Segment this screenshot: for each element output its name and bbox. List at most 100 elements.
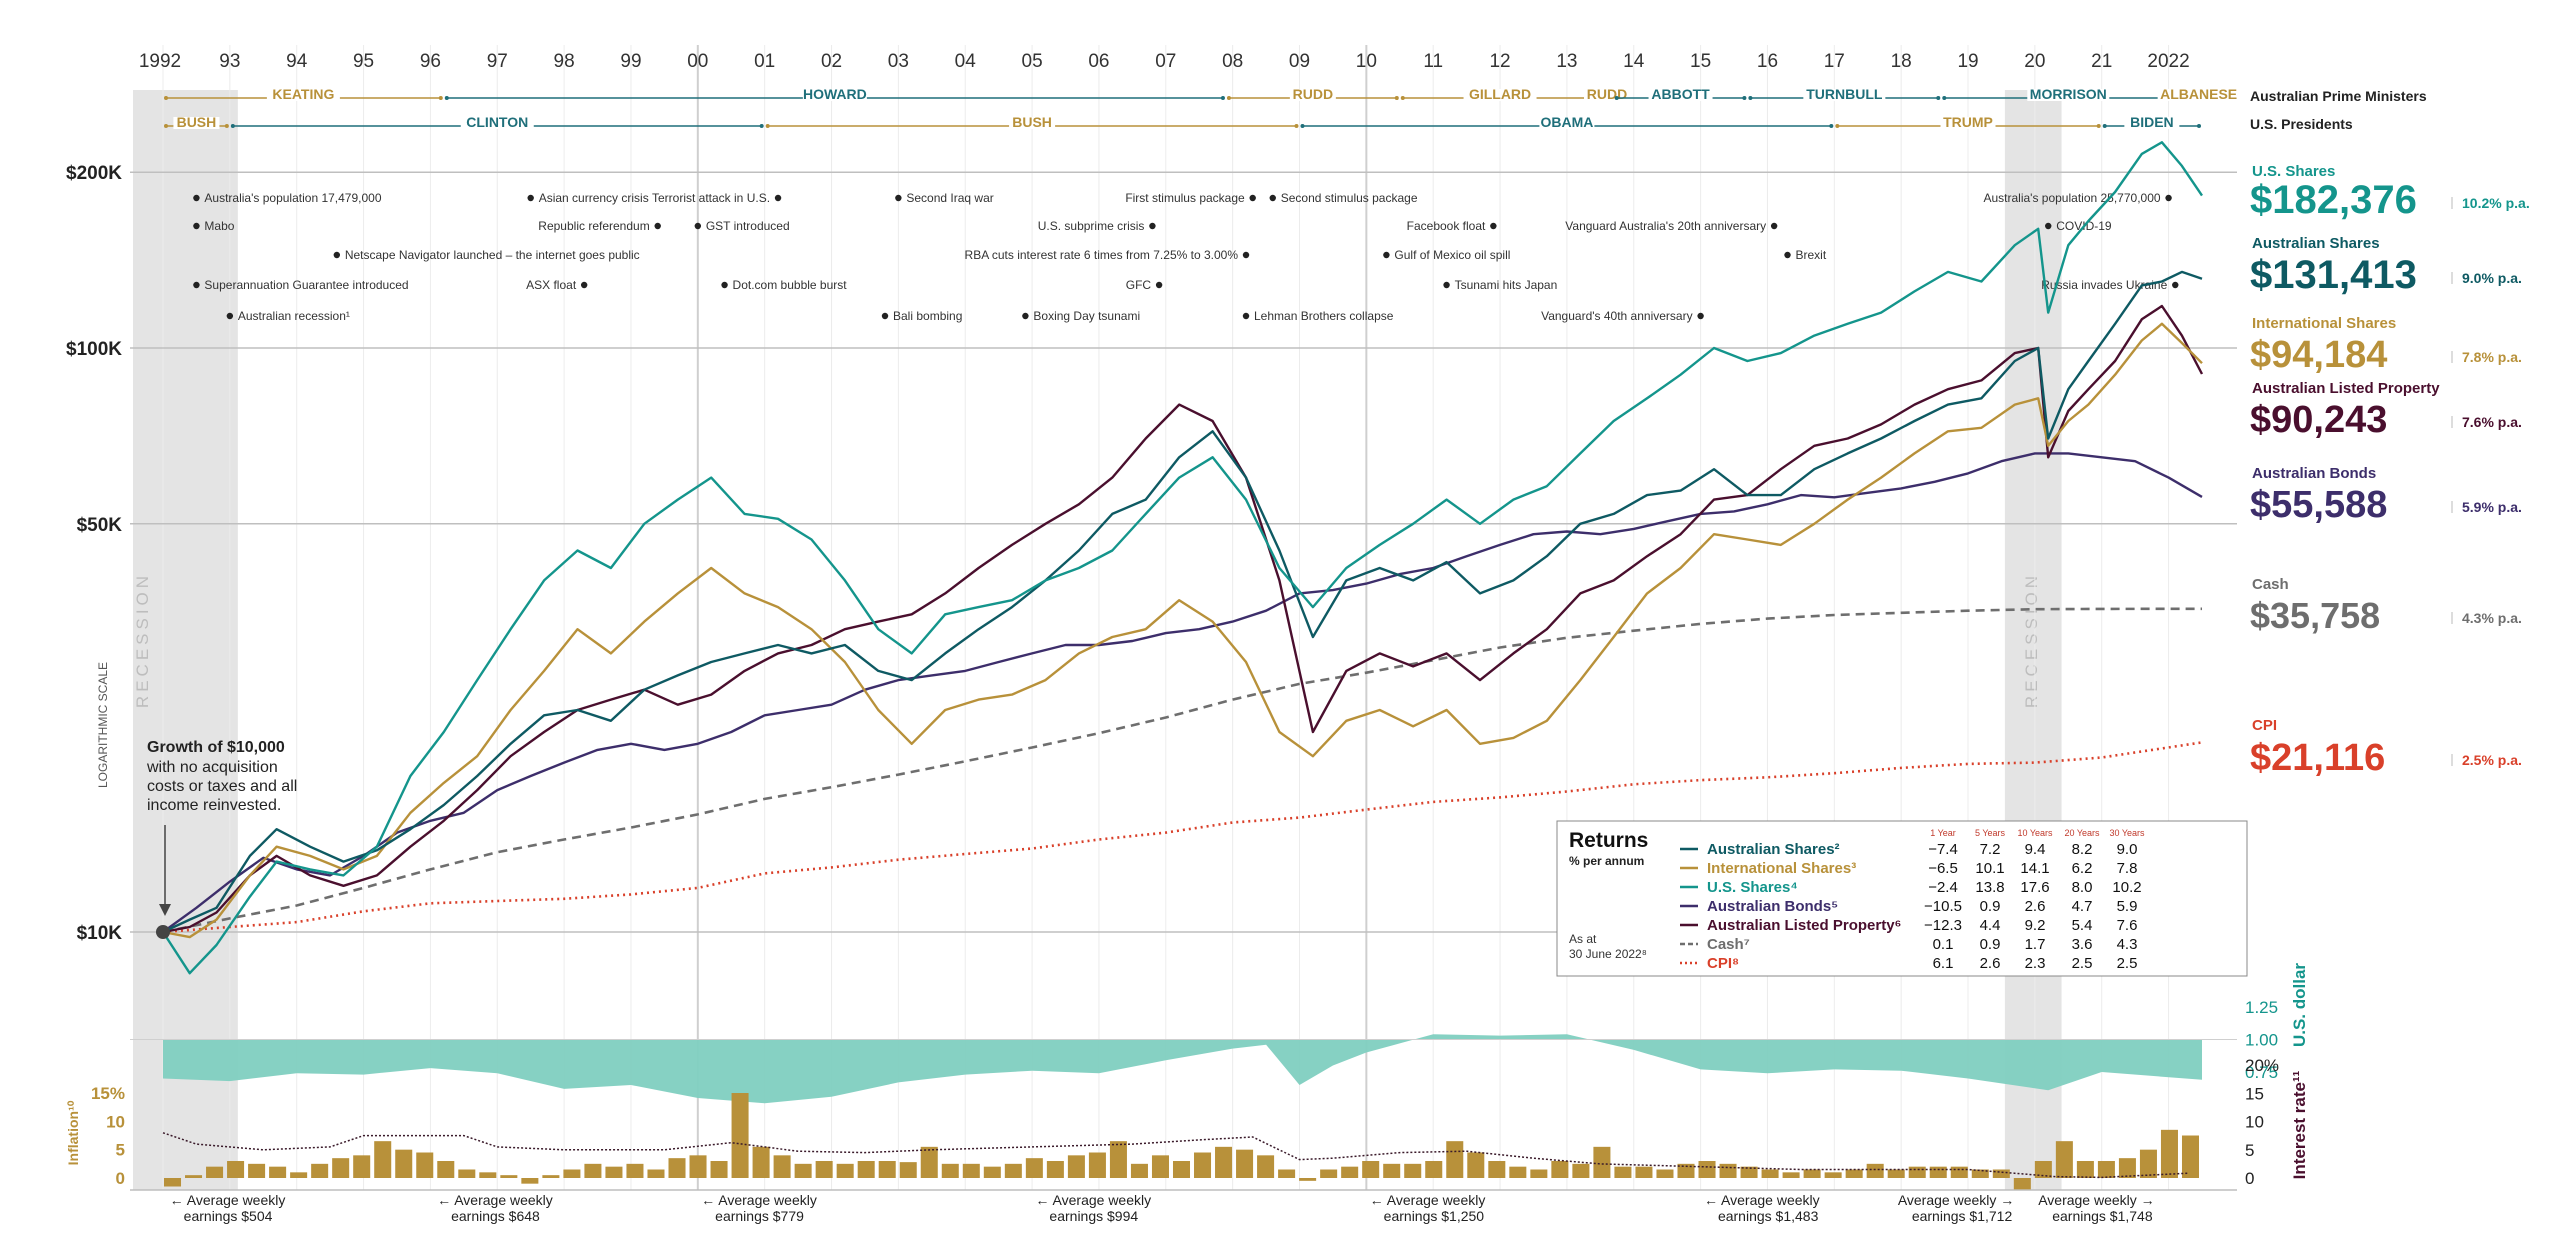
growth-title: Growth of $10,000: [147, 739, 285, 756]
returns-header: 1 Year: [1930, 828, 1956, 838]
event-label: Vanguard's 40th anniversary: [1541, 309, 1693, 323]
inflation-bar: [1761, 1169, 1779, 1178]
earnings-label-line2: earnings $1,483: [1718, 1208, 1819, 1224]
earnings-label-line2: earnings $779: [715, 1208, 804, 1224]
inflation-bar: [1908, 1166, 1926, 1178]
log-scale-label: LOGARITHMIC SCALE: [96, 662, 110, 788]
event-dot: [193, 222, 200, 230]
leader-layer: KEATING HOWARD RUDD GILLARD RUDD ABBOTT TURNBU…: [164, 86, 2427, 132]
event-dot: [694, 222, 702, 230]
returns-value: 7.8: [2117, 860, 2138, 877]
value-tick-label: $100K: [66, 339, 122, 360]
inflation-bar: [1593, 1146, 1611, 1178]
returns-value: 9.2: [2025, 917, 2046, 934]
inflation-bar: [1046, 1161, 1064, 1178]
event-label: ASX float: [526, 278, 577, 292]
grid-layer: [130, 45, 2237, 1190]
inflation-tick: 15%: [91, 1084, 125, 1103]
returns-value: 4.4: [1980, 917, 2001, 934]
inflation-bar: [2139, 1149, 2157, 1178]
inflation-bar: [185, 1175, 203, 1178]
background-layer: RECESSION RECESSION: [133, 90, 2062, 1190]
term-label-bg: [1463, 89, 1537, 101]
inflation-bar: [1656, 1169, 1674, 1178]
returns-row-name: CPI⁸: [1707, 955, 1739, 972]
usd-axis-label: U.S. dollar: [2290, 963, 2309, 1047]
inflation-bar: [710, 1161, 728, 1178]
year-label: 13: [1556, 51, 1577, 72]
president-name: BUSH: [177, 114, 217, 130]
inflation-tick: 5: [116, 1141, 125, 1160]
interest-tick: 15: [2245, 1084, 2264, 1103]
inflation-bar: [1782, 1172, 1800, 1178]
earnings-label-line1: Average weekly →: [2038, 1192, 2154, 1208]
inflation-bar: [248, 1163, 266, 1178]
event-dot: [1242, 251, 1250, 259]
event-label: Australian recession¹: [238, 309, 350, 323]
year-label: 97: [487, 51, 508, 72]
term-label-bg: [2124, 117, 2180, 129]
year-label: 11: [1423, 51, 1443, 72]
inflation-bar: [1824, 1172, 1842, 1178]
returns-value: 7.2: [1980, 841, 2001, 858]
prime-minister-name: RUDD: [1293, 86, 1333, 102]
inflation-bar: [1866, 1163, 1884, 1178]
year-label: 16: [1757, 51, 1778, 72]
returns-value: −6.5: [1928, 860, 1958, 877]
inflation-bar: [1530, 1169, 1548, 1178]
returns-value: 3.6: [2072, 936, 2093, 953]
event-label: Gulf of Mexico oil spill: [1394, 248, 1510, 262]
year-label: 15: [1690, 51, 1711, 72]
series-end-pa: 7.8% p.a.: [2462, 349, 2522, 365]
earnings-label-line1: ← Average weekly: [1370, 1192, 1486, 1208]
inflation-bar: [626, 1163, 644, 1178]
event-label: Australia's population 17,479,000: [204, 191, 381, 205]
year-label: 21: [2091, 51, 2112, 72]
presidents-title: U.S. Presidents: [2250, 116, 2353, 132]
event-dot: [193, 194, 200, 202]
inflation-bar: [752, 1146, 770, 1178]
inflation-bar: [458, 1169, 476, 1178]
inflation-bar: [983, 1166, 1001, 1178]
term-dot: [759, 124, 764, 128]
returns-value: 2.6: [1980, 955, 2001, 972]
inflation-bar: [689, 1155, 707, 1178]
year-label: 03: [888, 51, 909, 72]
series-line-cash: [162, 607, 2203, 934]
inflation-bar: [2034, 1161, 2052, 1178]
series-end-pa: 10.2% p.a.: [2462, 195, 2530, 211]
inflation-bar: [1803, 1169, 1821, 1178]
prime-minister-name: RUDD: [1587, 86, 1627, 102]
event-dot: [1249, 194, 1256, 202]
returns-as-at: As at: [1569, 932, 1597, 946]
inflation-bar: [857, 1161, 875, 1178]
inflation-bar: [1341, 1166, 1359, 1178]
event-label: First stimulus package: [1125, 191, 1245, 205]
inflation-bar: [1971, 1169, 1989, 1178]
returns-header: 10 Years: [2017, 828, 2053, 838]
returns-value: 6.2: [2072, 860, 2093, 877]
series-end-title: Australian Shares: [2252, 235, 2380, 252]
events-layer: Australia's population 17,479,000 Mabo Net…: [193, 191, 2179, 323]
event-dot: [2172, 281, 2179, 289]
president-name: TRUMP: [1943, 114, 1993, 130]
series-end-title: U.S. Shares: [2252, 163, 2335, 180]
year-label: 04: [955, 51, 977, 72]
inflation-bar: [1130, 1163, 1148, 1178]
year-label: 01: [754, 51, 775, 72]
interest-tick: 0: [2245, 1169, 2254, 1188]
inflation-bar: [731, 1093, 749, 1178]
inflation-bar: [542, 1175, 560, 1178]
year-label: 95: [353, 51, 374, 72]
inflation-axis-label: Inflation¹⁰: [65, 1100, 81, 1165]
term-dot: [1294, 124, 1299, 128]
inflation-bar: [1677, 1163, 1695, 1178]
earnings-label-line1: ← Average weekly: [701, 1192, 817, 1208]
recession-label: RECESSION: [133, 572, 152, 708]
inflation-bar: [899, 1162, 917, 1178]
inflation-bar: [1488, 1161, 1506, 1178]
interest-rate-line: [162, 1132, 2189, 1179]
inflation-bar: [1194, 1152, 1212, 1178]
inflation-bar: [269, 1166, 287, 1178]
